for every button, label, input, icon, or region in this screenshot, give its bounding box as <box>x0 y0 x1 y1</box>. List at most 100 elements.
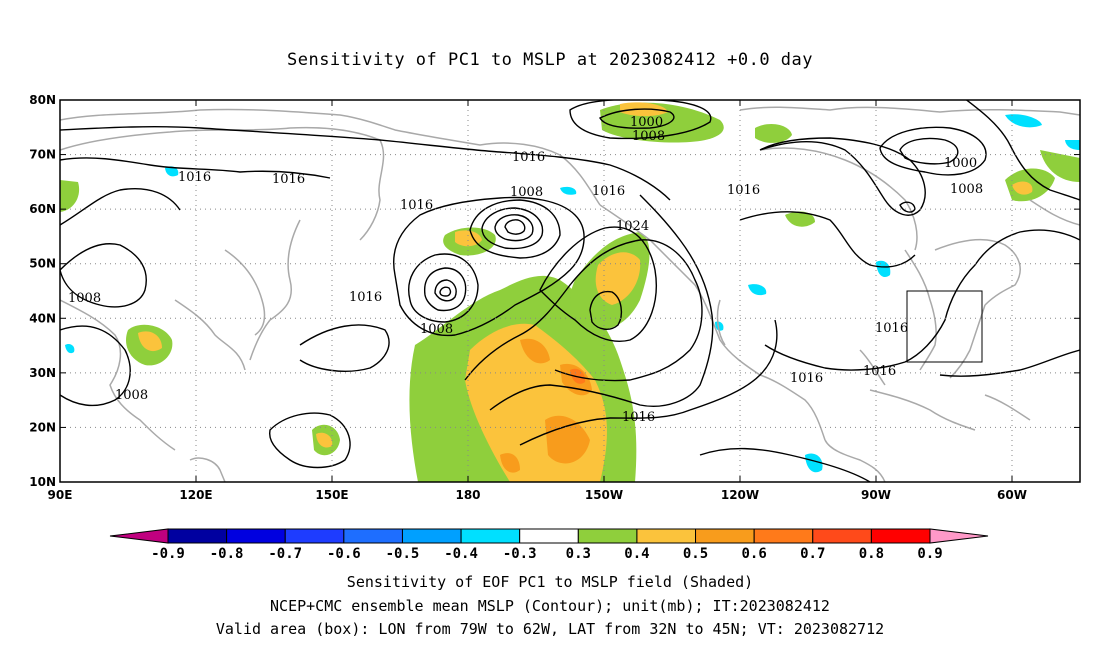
shade-yellow <box>1012 181 1033 195</box>
shade-green <box>755 124 792 143</box>
shade-yellow <box>455 230 482 247</box>
shade-cyan <box>805 453 823 473</box>
colorbar-high-triangle <box>929 528 989 544</box>
contour-label: 1016 <box>592 184 625 199</box>
contour-label: 1016 <box>727 183 760 198</box>
colorbar-label: 0.7 <box>800 546 825 562</box>
colorbar-label: -0.8 <box>210 546 244 562</box>
lat-tick-label: 40N <box>29 311 56 325</box>
colorbar-swatch <box>343 528 403 544</box>
lat-tick-label: 80N <box>29 93 56 107</box>
lat-tick-label: 30N <box>29 366 56 380</box>
contour-label: 1016 <box>863 364 896 379</box>
colorbar-swatch <box>695 528 755 544</box>
shade-orange <box>520 338 550 364</box>
colorbar-swatch <box>167 528 228 544</box>
colorbar-label: 0.4 <box>624 546 649 562</box>
footer-line-3: Valid area (box): LON from 79W to 62W, L… <box>215 620 885 638</box>
contour-label: 1008 <box>510 185 543 200</box>
contour-label: 1016 <box>512 150 545 165</box>
contour-label: 1016 <box>622 410 655 425</box>
coastlines <box>60 106 1080 482</box>
contour-label: 1016 <box>178 170 211 185</box>
sensitivity-shading <box>60 102 1080 482</box>
contour-label: 1016 <box>790 371 823 386</box>
shade-cyan <box>65 343 75 354</box>
footer-line-1: Sensitivity of EOF PC1 to MSLP field (Sh… <box>346 573 754 591</box>
colorbar-label: 0.9 <box>917 546 942 562</box>
contour-label: 1016 <box>349 290 382 305</box>
graticule <box>60 100 1080 482</box>
colorbar-label: -0.6 <box>327 546 361 562</box>
colorbar-label: 0.5 <box>683 546 708 562</box>
lat-tick-label: 50N <box>29 257 56 271</box>
shade-cyan <box>560 186 577 195</box>
contour-label: 1000 <box>630 115 663 130</box>
colorbar: -0.9 -0.8 -0.7 -0.6 -0.5 -0.4 -0.3 0.3 0.4 0.5 0.6… <box>109 528 989 562</box>
lon-tick-label: 60W <box>997 488 1027 502</box>
colorbar-swatch <box>812 528 872 544</box>
lon-tick-label: 90W <box>861 488 891 502</box>
lon-tick-label: 150W <box>585 488 623 502</box>
lon-tick-label: 120E <box>179 488 212 502</box>
shade-green <box>785 211 815 227</box>
colorbar-swatch <box>753 528 814 544</box>
colorbar-label: 0.3 <box>566 546 591 562</box>
contour-label: 1008 <box>632 129 665 144</box>
valid-area-box <box>906 290 983 363</box>
colorbar-label: -0.9 <box>151 546 185 562</box>
footer-line-2: NCEP+CMC ensemble mean MSLP (Contour); u… <box>270 597 830 615</box>
colorbar-swatch <box>460 528 521 544</box>
shade-cyan <box>1065 140 1080 150</box>
shade-orange <box>500 453 520 473</box>
contour-labels: 1016 1016 1016 1016 1016 1016 1016 1016 … <box>68 115 983 425</box>
contour-label: 1016 <box>875 321 908 336</box>
shade-cyan <box>165 166 179 177</box>
map-frame <box>59 99 1081 483</box>
colorbar-swatch <box>401 528 462 544</box>
shade-orange <box>545 415 590 464</box>
shade-green <box>1040 150 1080 182</box>
colorbar-low-triangle <box>109 528 169 544</box>
contour-label: 1008 <box>420 322 453 337</box>
lon-tick-label: 150E <box>315 488 348 502</box>
colorbar-swatch <box>284 528 345 544</box>
contour-label: 1008 <box>68 291 101 306</box>
mslp-contours <box>60 100 1080 482</box>
contour-label: 1000 <box>944 156 977 171</box>
colorbar-swatch <box>870 528 931 544</box>
shade-yellow <box>316 432 333 448</box>
colorbar-label: -0.5 <box>386 546 420 562</box>
colorbar-label: -0.7 <box>268 546 302 562</box>
contour-label: 1024 <box>616 219 649 234</box>
latitude-axis: 80N 70N 60N 50N 40N 30N 20N 10N <box>29 93 1080 489</box>
colorbar-label: 0.6 <box>742 546 767 562</box>
lat-tick-label: 60N <box>29 202 56 216</box>
colorbar-swatch <box>226 528 286 544</box>
lon-tick-label: 90E <box>48 488 73 502</box>
longitude-axis: 90E 120E 150E 180 150W 120W 90W 60W <box>48 100 1027 502</box>
colorbar-swatch <box>519 528 579 544</box>
shade-cyan <box>715 321 724 331</box>
chart-title: Sensitivity of PC1 to MSLP at 2023082412… <box>286 50 813 70</box>
lat-tick-label: 20N <box>29 420 56 434</box>
lat-tick-label: 70N <box>29 148 56 162</box>
shade-cyan <box>748 284 767 296</box>
colorbar-label: -0.4 <box>444 546 478 562</box>
shade-green <box>60 180 80 212</box>
colorbar-swatch <box>577 528 638 544</box>
contour-label: 1016 <box>272 172 305 187</box>
colorbar-label: 0.8 <box>859 546 884 562</box>
lat-tick-label: 10N <box>29 475 56 489</box>
contour-label: 1016 <box>400 198 433 213</box>
colorbar-swatch <box>636 528 697 544</box>
colorbar-label: -0.3 <box>503 546 537 562</box>
shade-cyan <box>876 260 891 278</box>
shade-yellow <box>138 331 162 352</box>
contour-label: 1008 <box>950 182 983 197</box>
contour-label: 1008 <box>115 388 148 403</box>
lon-tick-label: 180 <box>455 488 480 502</box>
shade-cyan <box>1005 114 1042 128</box>
lon-tick-label: 120W <box>721 488 759 502</box>
